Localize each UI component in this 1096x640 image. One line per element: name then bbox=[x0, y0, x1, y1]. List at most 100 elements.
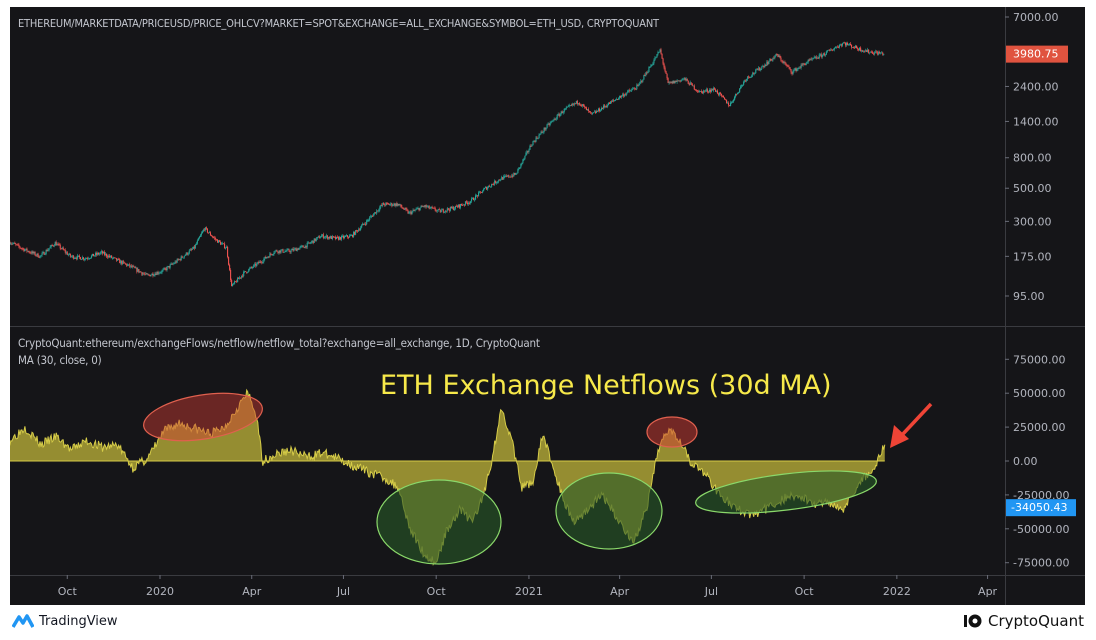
candle bbox=[416, 206, 418, 210]
candle bbox=[60, 247, 62, 250]
candle bbox=[130, 265, 132, 269]
candle bbox=[142, 271, 144, 277]
netflow-series-title: CryptoQuant:ethereum/exchangeFlows/netfl… bbox=[18, 336, 540, 350]
candle bbox=[85, 257, 88, 260]
candle bbox=[450, 206, 452, 209]
candle bbox=[133, 264, 135, 268]
candle bbox=[175, 260, 177, 264]
ma-indicator-label[interactable]: MA (30, close, 0) bbox=[18, 353, 102, 367]
candle bbox=[141, 272, 143, 276]
candle bbox=[64, 248, 66, 255]
candle bbox=[718, 92, 721, 97]
candle bbox=[162, 268, 164, 272]
candle bbox=[312, 240, 314, 245]
candle bbox=[112, 257, 114, 260]
candle bbox=[134, 266, 136, 269]
candle bbox=[62, 246, 64, 251]
candle bbox=[89, 257, 92, 259]
candle bbox=[823, 52, 825, 57]
candle bbox=[132, 264, 134, 269]
candle bbox=[481, 191, 483, 193]
candle bbox=[277, 251, 279, 255]
candle bbox=[620, 95, 622, 99]
candle bbox=[261, 261, 263, 265]
candle bbox=[42, 250, 44, 254]
candle bbox=[281, 249, 283, 251]
candle bbox=[630, 89, 632, 92]
candle bbox=[438, 207, 440, 211]
candle bbox=[235, 281, 237, 283]
candle bbox=[430, 206, 432, 210]
candle bbox=[482, 189, 484, 194]
candle bbox=[561, 110, 563, 114]
candle bbox=[847, 43, 850, 46]
candle bbox=[303, 247, 305, 249]
candle bbox=[537, 137, 539, 140]
candle bbox=[533, 139, 535, 142]
candle bbox=[834, 46, 836, 49]
candle bbox=[192, 246, 194, 250]
candle bbox=[93, 255, 96, 257]
candle bbox=[813, 55, 815, 59]
candle bbox=[682, 78, 684, 81]
candle bbox=[661, 53, 663, 60]
candle bbox=[837, 45, 839, 49]
candle bbox=[45, 249, 47, 256]
candle bbox=[534, 140, 536, 144]
candle bbox=[664, 65, 666, 73]
candle bbox=[91, 253, 94, 257]
candle bbox=[546, 123, 548, 129]
tradingview-logo[interactable]: TradingView bbox=[12, 613, 118, 629]
candle bbox=[778, 54, 780, 58]
candle bbox=[441, 208, 443, 211]
candle bbox=[50, 244, 52, 249]
candle bbox=[683, 77, 685, 81]
candle bbox=[795, 67, 797, 73]
candle bbox=[462, 203, 465, 206]
candle bbox=[508, 174, 510, 179]
candle bbox=[149, 274, 151, 277]
candle bbox=[259, 260, 261, 264]
candle bbox=[706, 87, 708, 94]
candle bbox=[210, 234, 213, 237]
candle bbox=[695, 89, 697, 92]
candle bbox=[405, 206, 407, 212]
chart-canvas[interactable]: ETH Exchange Netflows (30d MA) 7000.00 24… bbox=[9, 7, 1085, 605]
candle bbox=[745, 79, 747, 83]
candle bbox=[260, 259, 262, 264]
candle bbox=[299, 245, 301, 250]
candle bbox=[418, 207, 420, 212]
candle bbox=[768, 60, 770, 65]
candle bbox=[807, 58, 809, 65]
candle bbox=[727, 101, 729, 104]
candle bbox=[313, 238, 315, 243]
candle bbox=[827, 49, 829, 51]
cryptoquant-logo: CryptoQuant bbox=[964, 612, 1084, 630]
candle bbox=[252, 266, 254, 270]
candle bbox=[425, 204, 427, 209]
candle bbox=[460, 203, 462, 206]
candle bbox=[395, 203, 397, 208]
candle bbox=[774, 54, 776, 60]
candle bbox=[207, 232, 209, 234]
candle bbox=[99, 252, 101, 256]
candle bbox=[802, 62, 804, 67]
candle bbox=[143, 272, 145, 275]
candle bbox=[578, 102, 580, 106]
candle bbox=[440, 208, 442, 213]
candle bbox=[523, 157, 525, 161]
candle bbox=[746, 78, 748, 83]
candle bbox=[521, 162, 523, 166]
candle bbox=[110, 255, 112, 259]
candle bbox=[562, 111, 564, 115]
candle bbox=[845, 41, 848, 47]
candle bbox=[451, 205, 453, 209]
candle bbox=[344, 235, 347, 237]
candle bbox=[588, 110, 591, 113]
candle bbox=[467, 201, 470, 206]
candle bbox=[432, 207, 434, 209]
candle bbox=[233, 282, 235, 285]
candle bbox=[113, 256, 115, 260]
candle bbox=[640, 78, 642, 84]
candle bbox=[809, 58, 811, 61]
